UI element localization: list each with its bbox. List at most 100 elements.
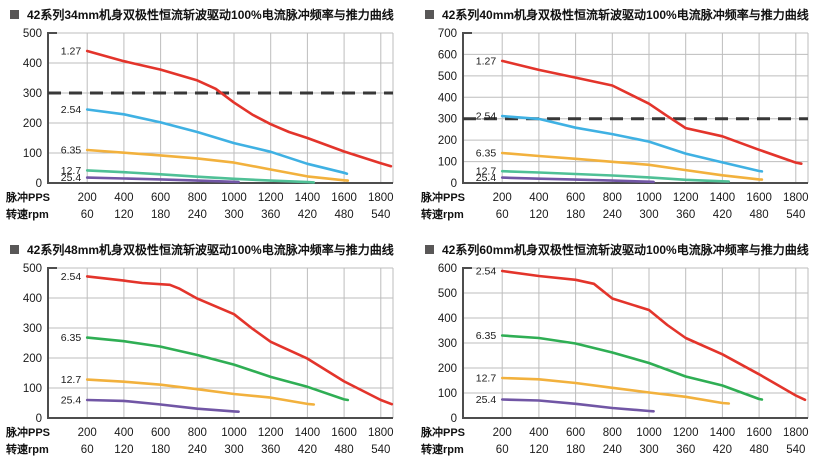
- grid: [463, 32, 809, 183]
- series-line-12.7: [500, 376, 731, 405]
- y-tick-label: 500: [438, 71, 457, 83]
- y-tick-label: 0: [451, 178, 457, 190]
- pps-tick-label: 800: [603, 192, 622, 204]
- rpm-tick-label: 60: [496, 209, 509, 221]
- y-tick-label: 200: [23, 353, 42, 365]
- pps-tick-label: 1200: [673, 192, 699, 204]
- x-axis-row2-label: 转速rpm: [421, 442, 464, 456]
- y-tick-label: 300: [438, 338, 457, 350]
- pps-tick-label: 400: [529, 427, 548, 439]
- pps-tick-label: 1400: [710, 427, 736, 439]
- pps-tick-label: 400: [114, 427, 133, 439]
- pps-tick-label: 1600: [331, 427, 357, 439]
- series-line-6.35: [85, 336, 350, 402]
- rpm-tick-label: 240: [603, 209, 622, 221]
- chart-cell-60mm: 42系列60mm机身双极性恒流斩波驱动100%电流脉冲频率与推力曲线 0 100 2…: [415, 235, 831, 469]
- series-label-12.7: 12.7: [476, 166, 497, 178]
- rpm-tick-label: 480: [750, 209, 769, 221]
- y-axis: [47, 267, 57, 418]
- pps-tick-label: 1000: [221, 427, 247, 439]
- x-axis-row2-label: 转速rpm: [6, 207, 49, 221]
- x-axis-row2-label: 转速rpm: [421, 207, 464, 221]
- series-line-2.54: [500, 114, 764, 173]
- series-label-12.7: 12.7: [61, 374, 82, 386]
- pps-tick-label: 400: [529, 192, 548, 204]
- chart-plot-48mm: 0 100 200 300 400 500 2.54 6.35 12.7 25.4 脉冲PPS 转速r…: [5, 263, 394, 456]
- series-label-2.54: 2.54: [61, 271, 82, 283]
- rpm-tick-label: 480: [335, 209, 354, 221]
- rpm-tick-label: 240: [603, 444, 622, 456]
- rpm-tick-label: 360: [261, 209, 280, 221]
- rpm-tick-label: 180: [151, 209, 170, 221]
- y-axis: [462, 32, 472, 183]
- pps-tick-label: 1600: [746, 427, 772, 439]
- pps-tick-label: 1200: [258, 192, 284, 204]
- pps-tick-label: 1800: [368, 427, 394, 439]
- rpm-tick-label: 240: [188, 444, 207, 456]
- y-tick-label: 100: [23, 383, 42, 395]
- chart-cell-40mm: 42系列40mm机身双极性恒流斩波驱动100%电流脉冲频率与推力曲线 0 100 2…: [415, 0, 831, 235]
- square-bullet-icon: [425, 245, 434, 254]
- chart-cell-34mm: 42系列34mm机身双极性恒流斩波驱动100%电流脉冲频率与推力曲线 0 100 2…: [0, 0, 415, 235]
- series-line-2.54: [85, 108, 349, 175]
- rpm-tick-label: 360: [261, 444, 280, 456]
- y-tick-label: 400: [23, 293, 42, 305]
- pps-tick-label: 1200: [258, 427, 284, 439]
- y-tick-label: 300: [438, 114, 457, 126]
- y-tick-label: 700: [438, 28, 457, 40]
- y-tick-label: 300: [23, 323, 42, 335]
- series-label-1.27: 1.27: [61, 46, 82, 58]
- rpm-tick-label: 180: [566, 209, 585, 221]
- chart-title-40mm: 42系列40mm机身双极性恒流斩波驱动100%电流脉冲频率与推力曲线: [442, 8, 809, 22]
- rpm-tick-label: 240: [188, 209, 207, 221]
- pps-tick-label: 1400: [295, 192, 321, 204]
- series-line-12.7: [85, 378, 316, 406]
- series-line-6.35: [500, 151, 764, 181]
- y-tick-label: 600: [438, 263, 457, 275]
- rpm-tick-label: 540: [371, 444, 390, 456]
- rpm-tick-label: 540: [786, 444, 805, 456]
- pps-tick-label: 1400: [295, 427, 321, 439]
- series-label-25.4: 25.4: [61, 172, 82, 184]
- y-tick-label: 600: [438, 49, 457, 61]
- rpm-tick-label: 60: [81, 444, 94, 456]
- series-line-2.54: [500, 269, 807, 402]
- y-tick-label: 500: [23, 263, 42, 275]
- series-line-25.4: [85, 176, 240, 184]
- pps-tick-label: 200: [493, 192, 512, 204]
- chart-cell-48mm: 42系列48mm机身双极性恒流斩波驱动100%电流脉冲频率与推力曲线 0 100 2…: [0, 235, 415, 469]
- series-line-12.7: [500, 169, 731, 183]
- pps-tick-label: 400: [114, 192, 133, 204]
- chart-title-60mm: 42系列60mm机身双极性恒流斩波驱动100%电流脉冲频率与推力曲线: [442, 243, 809, 257]
- y-tick-label: 500: [438, 288, 457, 300]
- series-label-12.7: 12.7: [61, 165, 82, 177]
- rpm-tick-label: 300: [639, 209, 658, 221]
- y-tick-label: 300: [23, 88, 42, 100]
- rpm-tick-label: 420: [713, 209, 732, 221]
- series-line-25.4: [500, 176, 655, 184]
- y-axis: [462, 267, 472, 418]
- pps-tick-label: 1000: [221, 192, 247, 204]
- pps-tick-label: 1800: [783, 192, 809, 204]
- x-axis-row1-label: 脉冲PPS: [420, 425, 465, 439]
- series-label-12.7: 12.7: [476, 373, 497, 385]
- y-tick-label: 100: [438, 157, 457, 169]
- rpm-tick-label: 540: [371, 209, 390, 221]
- chart-title-34mm: 42系列34mm机身双极性恒流斩波驱动100%电流脉冲频率与推力曲线: [27, 8, 394, 22]
- chart-plot-40mm: 0 100 200 300 400 500 600 700 1.27 2.54 6.35 12.725…: [420, 28, 809, 221]
- x-axis-row1-label: 脉冲PPS: [5, 190, 50, 204]
- series-label-6.35: 6.35: [476, 330, 497, 342]
- rpm-tick-label: 180: [151, 444, 170, 456]
- pps-tick-label: 1200: [673, 427, 699, 439]
- series-line-2.54: [85, 275, 394, 406]
- rpm-tick-label: 360: [676, 209, 695, 221]
- rpm-tick-label: 300: [639, 444, 658, 456]
- y-tick-label: 0: [36, 413, 42, 425]
- y-tick-label: 0: [36, 178, 42, 190]
- rpm-tick-label: 60: [81, 209, 94, 221]
- pps-tick-label: 1400: [710, 192, 736, 204]
- x-axis-row2-label: 转速rpm: [6, 442, 49, 456]
- rpm-tick-label: 540: [786, 209, 805, 221]
- series-label-6.35: 6.35: [476, 148, 497, 160]
